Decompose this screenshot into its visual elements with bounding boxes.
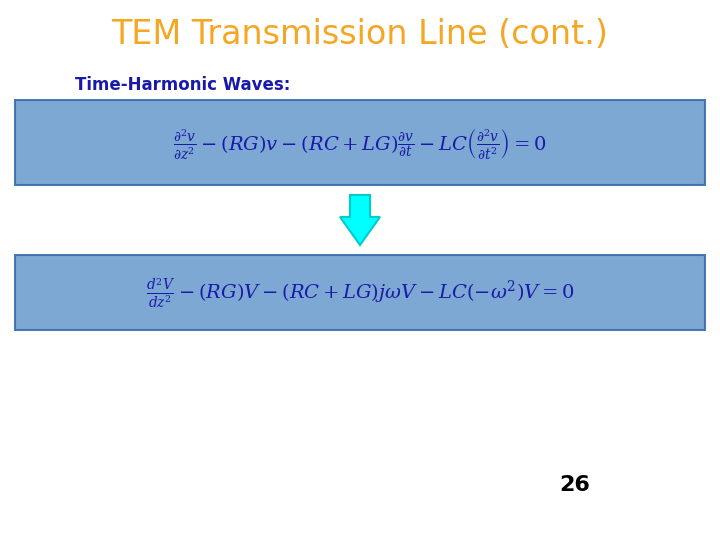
- Text: TEM Transmission Line (cont.): TEM Transmission Line (cont.): [112, 18, 608, 51]
- Text: Time-Harmonic Waves:: Time-Harmonic Waves:: [75, 76, 290, 94]
- Text: $\frac{d^2 V}{dz^2} - (RG)V - (RC + LG)j\omega V - LC(-\omega^2)V = 0$: $\frac{d^2 V}{dz^2} - (RG)V - (RC + LG)j…: [145, 276, 575, 310]
- FancyBboxPatch shape: [15, 255, 705, 330]
- Text: $\frac{\partial^2 v}{\partial z^2} - (RG)v - (RC + LG)\frac{\partial v}{\partial: $\frac{\partial^2 v}{\partial z^2} - (RG…: [174, 125, 546, 160]
- Text: 26: 26: [559, 475, 590, 495]
- FancyBboxPatch shape: [15, 100, 705, 185]
- FancyArrow shape: [340, 195, 380, 245]
